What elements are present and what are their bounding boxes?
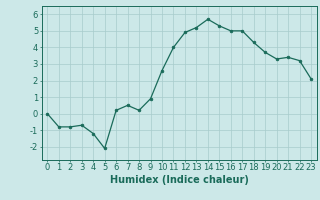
X-axis label: Humidex (Indice chaleur): Humidex (Indice chaleur)	[110, 175, 249, 185]
